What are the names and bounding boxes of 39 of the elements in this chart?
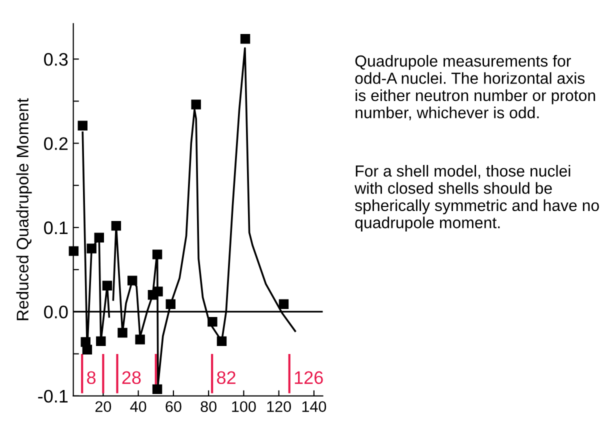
point — [111, 220, 122, 231]
point — [86, 244, 96, 254]
y-tick-label: 0.3 — [44, 52, 68, 66]
text: For a shell model, those nuclei with closed shells should be spherically symmetric and have no quadrupole moment. — [354, 164, 599, 232]
x-tick-label: 60 — [166, 401, 182, 412]
point — [153, 286, 163, 296]
point — [96, 336, 106, 346]
point — [240, 34, 250, 44]
x-tick-label: 80 — [200, 401, 216, 412]
point — [94, 232, 104, 242]
point — [216, 336, 227, 346]
y-tick-label: 0.1 — [44, 221, 68, 234]
point — [68, 246, 79, 256]
point — [127, 276, 138, 286]
x-tick-label: 100 — [232, 401, 256, 412]
point — [152, 384, 162, 394]
y-tick-label: 0.2 — [44, 137, 68, 150]
y-tick-label: -0.1 — [38, 390, 68, 403]
text: Quadrupole measurements for odd-A nuclei. The horizontal axis is either neutron number or proton number, whichever is odd. — [355, 54, 596, 120]
point — [78, 120, 88, 130]
y-tick-label: 0.0 — [44, 306, 68, 318]
point — [102, 280, 112, 290]
ref-line-label: 126 — [294, 371, 323, 384]
point — [278, 299, 289, 309]
y-axis-title: Reduced Quadrupole Moment — [16, 98, 32, 320]
ref-line-label: 82 — [217, 371, 236, 384]
point — [82, 344, 92, 354]
x-tick-label: 120 — [267, 401, 291, 412]
x-tick-label: 140 — [302, 401, 326, 412]
point — [152, 250, 162, 260]
point — [135, 334, 145, 344]
point — [208, 316, 218, 327]
point — [118, 328, 128, 338]
ref-line-label: 28 — [122, 371, 141, 384]
x-tick-label: 20 — [95, 401, 112, 412]
point — [166, 299, 176, 309]
x-tick-label: 40 — [130, 401, 146, 412]
ref-line-label: 8 — [87, 371, 96, 384]
point — [191, 100, 201, 110]
